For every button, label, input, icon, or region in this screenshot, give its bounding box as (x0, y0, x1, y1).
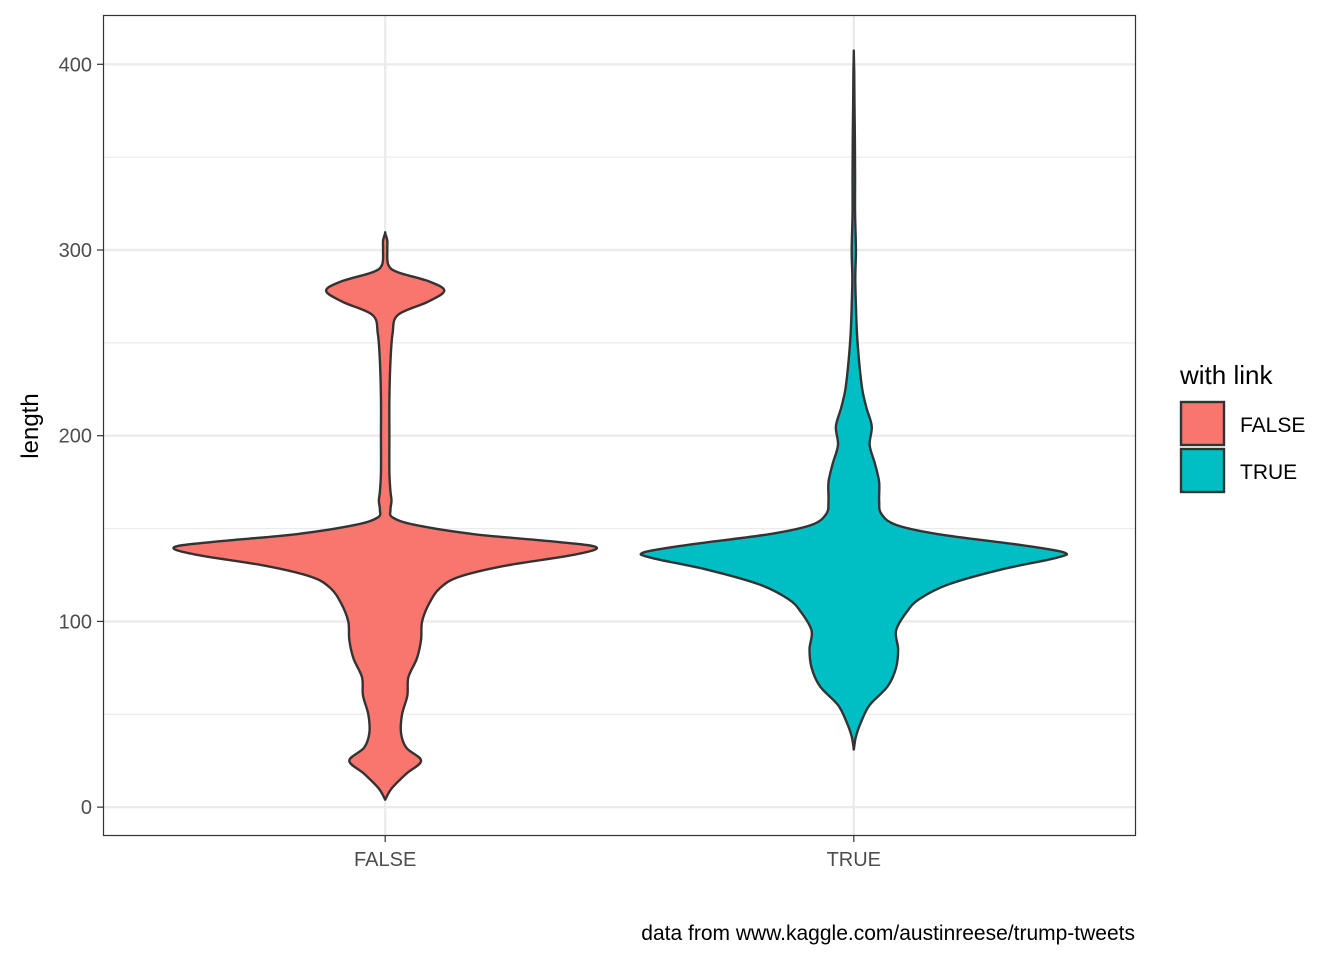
x-axis: FALSE TRUE (354, 835, 881, 871)
y-tick-label: 300 (59, 240, 92, 262)
y-tick-label: 400 (59, 54, 92, 76)
legend: with link FALSE TRUE (1179, 360, 1305, 494)
y-tick-label: 100 (59, 611, 92, 633)
legend-key-true (1179, 447, 1226, 494)
minor-gridlines (104, 156, 1135, 715)
panel-border (102, 14, 1137, 837)
y-tick-label: 0 (81, 797, 92, 819)
y-axis-title: length (17, 393, 44, 458)
x-tick-label: FALSE (354, 849, 416, 871)
y-axis: 0 100 200 300 400 (59, 54, 104, 819)
major-gridlines (104, 16, 1135, 835)
y-tick-label: 200 (59, 426, 92, 448)
legend-key-false (1179, 400, 1226, 447)
violins (172, 49, 1069, 801)
legend-label: TRUE (1240, 461, 1297, 484)
legend-title: with link (1179, 360, 1273, 390)
legend-label: FALSE (1240, 414, 1305, 437)
violin-true (639, 49, 1069, 751)
caption: data from www.kaggle.com/austinreese/tru… (641, 922, 1135, 945)
violin-false (172, 231, 599, 801)
x-tick-label: TRUE (827, 849, 881, 871)
